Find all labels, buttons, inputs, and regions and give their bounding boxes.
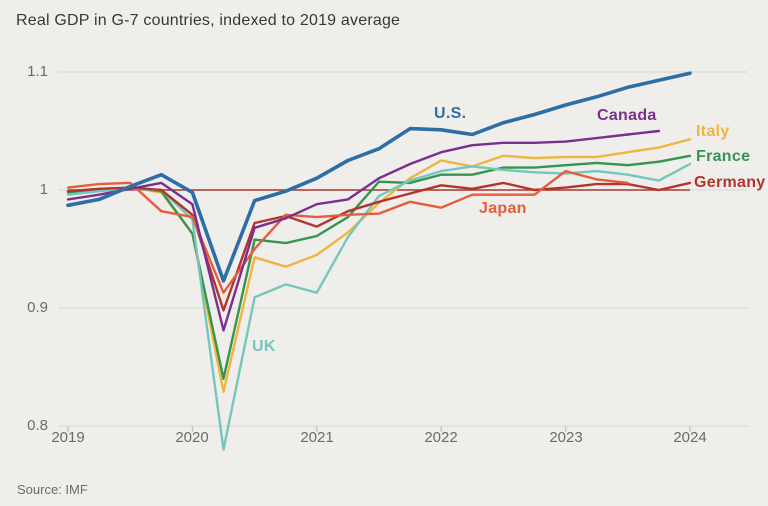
series-label-germany: Germany bbox=[694, 174, 766, 191]
series-line-germany bbox=[66, 181, 692, 312]
x-axis-tick-label: 2019 bbox=[51, 429, 85, 446]
series-label-us: U.S. bbox=[434, 105, 467, 122]
series-label-france: France bbox=[696, 148, 751, 165]
series-label-italy: Italy bbox=[696, 123, 730, 140]
x-axis-tick-label: 2020 bbox=[175, 429, 209, 446]
y-axis-tick-label: 1 bbox=[39, 181, 48, 198]
y-axis-tick-label: 0.8 bbox=[27, 417, 48, 434]
series-line-us bbox=[66, 71, 692, 283]
y-axis-tick-label: 1.1 bbox=[27, 63, 48, 80]
x-axis-tick-label: 2022 bbox=[424, 429, 458, 446]
series-line-france bbox=[66, 154, 692, 380]
series-label-japan: Japan bbox=[479, 200, 527, 217]
series-label-uk: UK bbox=[252, 338, 276, 355]
chart-title: Real GDP in G-7 countries, indexed to 20… bbox=[16, 12, 401, 29]
series-line-japan bbox=[66, 169, 629, 294]
x-axis-tick-label: 2024 bbox=[673, 429, 707, 446]
source-note: Source: IMF bbox=[17, 482, 88, 497]
series-line-uk bbox=[66, 162, 692, 451]
y-axis-tick-label: 0.9 bbox=[27, 299, 48, 316]
series-line-canada bbox=[66, 129, 661, 332]
x-axis-tick-label: 2021 bbox=[300, 429, 334, 446]
series-label-canada: Canada bbox=[597, 107, 657, 124]
x-axis-tick-label: 2023 bbox=[549, 429, 583, 446]
